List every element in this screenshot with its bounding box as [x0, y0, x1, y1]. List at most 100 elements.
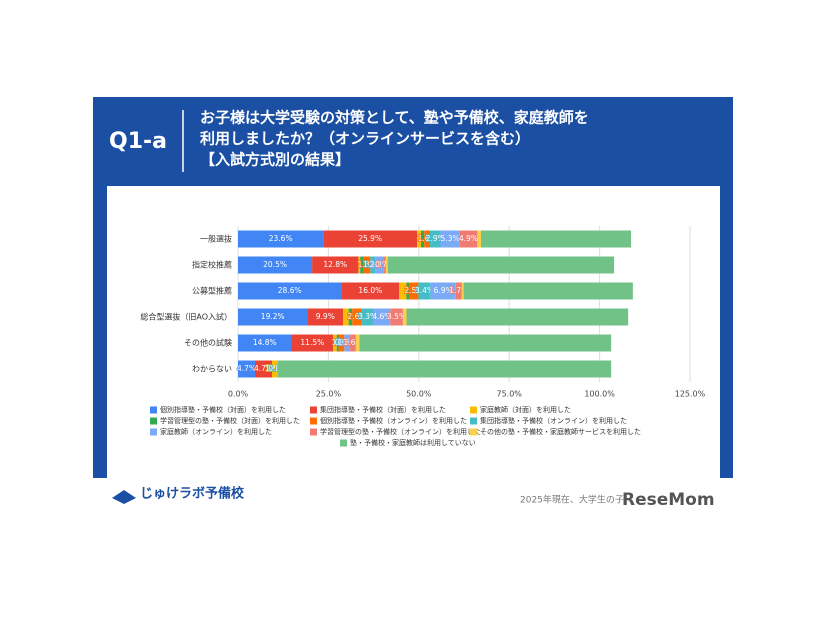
data-label: 25.9% — [358, 234, 382, 243]
legend-swatch — [150, 428, 157, 436]
legend-label: 集団指導塾・予備校（対面）を利用した — [320, 405, 446, 414]
bar-segment — [440, 230, 460, 248]
legend-swatch — [340, 439, 347, 447]
data-label: 1.7% — [449, 286, 468, 295]
x-tick-label: 100.0% — [584, 390, 615, 399]
data-label: 28.6% — [278, 286, 302, 295]
bar-segment — [312, 256, 359, 274]
bar-segment — [399, 282, 407, 300]
legend-label: 塾・予備校・家庭教師は利用していない — [350, 438, 476, 447]
legend-label: その他の塾・予備校・家庭教師サービスを利用した — [480, 427, 641, 436]
bar-segment — [363, 256, 371, 274]
footer-area — [93, 478, 733, 522]
data-label: 3.5% — [387, 312, 406, 321]
bar-segment — [360, 256, 364, 274]
bar-segment — [406, 308, 629, 326]
legend-swatch — [470, 417, 477, 425]
legend-swatch — [150, 406, 157, 414]
data-label: 4.6% — [372, 312, 391, 321]
logo-icon — [112, 490, 136, 504]
bar-segment — [459, 230, 478, 248]
bar-segment — [370, 256, 376, 274]
data-label: 1.6% — [332, 338, 351, 347]
bar-segment — [359, 334, 612, 352]
bar-segment — [344, 334, 351, 352]
bar-segment — [307, 308, 344, 326]
x-tick-label: 125.0% — [675, 390, 706, 399]
data-label: 1.8% — [358, 260, 377, 269]
bar-segment — [424, 230, 431, 248]
bar-segment — [430, 282, 456, 300]
data-label: 4.9% — [459, 234, 478, 243]
title-line: 利用しましたか？（オンラインサービスを含む） — [200, 130, 530, 148]
title-line: お子様は大学受験の対策として、塾や予備校、家庭教師を — [200, 109, 589, 127]
legend-label: 集団指導塾・予備校（オンライン）を利用した — [480, 416, 627, 425]
legend-swatch — [310, 406, 317, 414]
bar-segment — [343, 308, 349, 326]
data-label: 2.3% — [370, 260, 389, 269]
bar-segment — [358, 256, 361, 274]
y-tick-label: 指定校推薦 — [192, 260, 232, 270]
data-label: 2.6% — [347, 312, 366, 321]
bar-segment — [385, 256, 388, 274]
data-label: 19.2% — [261, 312, 285, 321]
bar-segment — [387, 256, 615, 274]
data-label: 2.5% — [404, 286, 423, 295]
bar-segment — [341, 282, 400, 300]
x-tick-label: 50.0% — [406, 390, 432, 399]
data-label: 23.6% — [269, 234, 293, 243]
bar-segment — [463, 282, 633, 300]
y-tick-label: その他の試験 — [184, 338, 232, 348]
bar-segment — [277, 360, 612, 378]
question-label: Q1-a — [109, 129, 167, 154]
bar-segment — [455, 282, 462, 300]
bar-segment — [338, 334, 345, 352]
y-tick-label: 一般選抜 — [200, 234, 232, 244]
bar-segment — [238, 308, 308, 326]
bar-segment — [352, 308, 362, 326]
y-tick-label: わからない — [192, 365, 232, 374]
bar-segment — [416, 230, 421, 248]
data-label: 20.5% — [263, 260, 287, 269]
bar-segment — [406, 282, 410, 300]
bar-segment — [348, 308, 353, 326]
footer-note: 2025年現在、大学生の子 — [520, 494, 624, 506]
y-tick-label: 総合型選抜（旧AO入試） — [140, 312, 232, 322]
data-label: 9.9% — [316, 312, 335, 321]
bar-segment — [409, 282, 419, 300]
bar-segment — [355, 334, 360, 352]
data-label: 4.7% — [254, 364, 273, 373]
bar-segment — [333, 334, 337, 352]
legend-swatch — [310, 417, 317, 425]
data-label: 0.7% — [375, 260, 394, 269]
bar-segment — [420, 230, 425, 248]
bar-segment — [361, 308, 374, 326]
bar-segment — [383, 256, 386, 274]
bar-segment — [430, 230, 441, 248]
data-label: 1.6% — [343, 338, 362, 347]
plot: 0.0% 25.0% 50.0% 75.0% 100.0% 125.0% 一般選抜 23.6%… — [140, 226, 706, 447]
bar-segment — [238, 360, 255, 378]
x-tick-label: 0.0% — [228, 390, 249, 399]
bar-segment — [350, 334, 356, 352]
data-label: 16.0% — [358, 286, 382, 295]
bar-segment — [418, 282, 431, 300]
bar-segment — [390, 308, 403, 326]
bar-segment — [375, 256, 384, 274]
y-tick-label: 公募型推薦 — [192, 286, 232, 296]
data-label: 1.6% — [418, 234, 437, 243]
bar-segment — [373, 308, 391, 326]
x-tick-label: 75.0% — [496, 390, 522, 399]
legend-label: 学習管理型の塾・予備校（オンライン）を利用した — [320, 427, 481, 436]
data-label: 14.8% — [253, 338, 277, 347]
legend-swatch — [310, 428, 317, 436]
bar-segment — [238, 230, 324, 248]
data-label: 12.8% — [323, 260, 347, 269]
bar-segment — [271, 360, 278, 378]
data-label: 11.5% — [300, 338, 324, 347]
legend-label: 個別指導塾・予備校（オンライン）を利用した — [320, 416, 467, 425]
legend-label: 学習管理型の塾・予備校（対面）を利用した — [160, 416, 300, 425]
bar-segment — [238, 282, 342, 300]
